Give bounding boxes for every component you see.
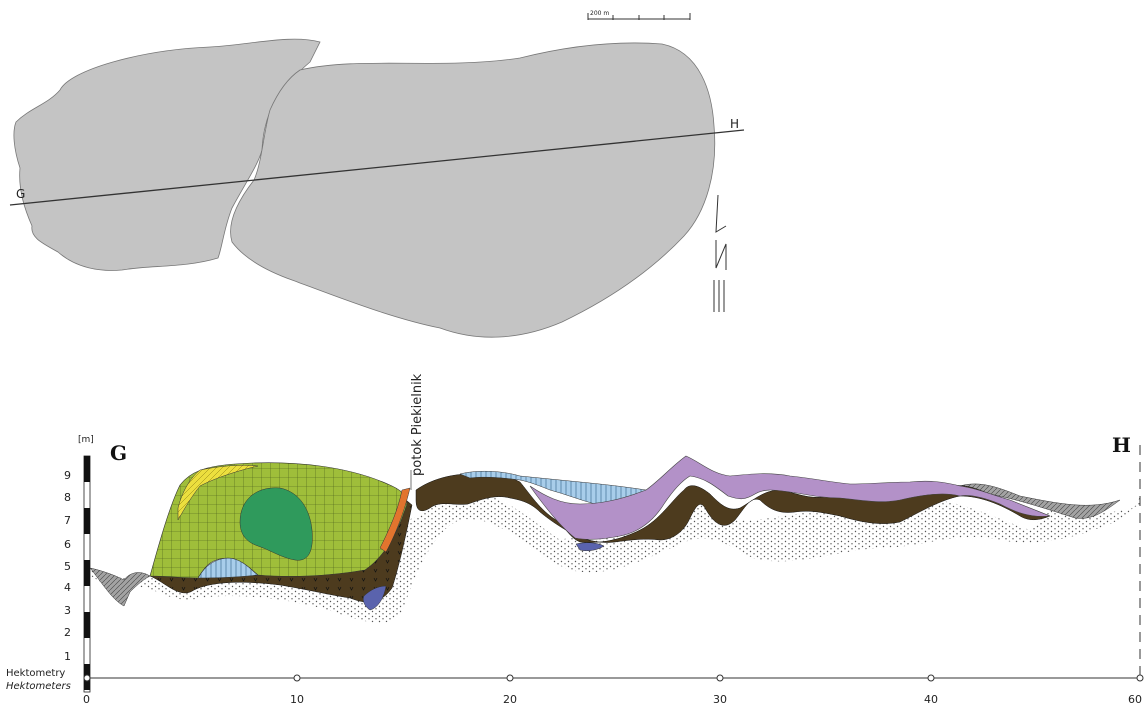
scale-bar-label: 200 m	[590, 10, 609, 17]
distance-tick-0: 0	[83, 693, 90, 706]
distance-tick-40: 40	[924, 693, 938, 706]
depth-tick-7: 7	[64, 514, 71, 527]
layer-gray-right	[959, 483, 1121, 519]
bog-east-part	[230, 42, 716, 338]
depth-tick-2: 2	[64, 626, 71, 639]
distance-caption-pl: Hektometry	[6, 668, 65, 679]
depth-tick-5: 5	[64, 560, 71, 573]
section-line-gh	[9, 129, 745, 206]
cross-section: potok Piekielnik [m] 1 2 3 4 5 6 7 8 9 G…	[6, 373, 1144, 706]
distance-tick-10: 10	[290, 693, 304, 706]
section-point-g: G	[110, 441, 127, 465]
axis-node-0	[83, 674, 91, 682]
layer-orange-strip	[379, 487, 411, 553]
depth-tick-1: 1	[64, 650, 71, 663]
distance-caption-en: Hektometers	[6, 681, 71, 692]
depth-tick-9: 9	[64, 469, 71, 482]
map-point-h: H	[730, 117, 739, 131]
depth-tick-4: 4	[64, 581, 71, 594]
distance-tick-30: 30	[713, 693, 727, 706]
depth-tick-8: 8	[64, 491, 71, 504]
layer-violet	[529, 455, 1051, 540]
distance-tick-20: 20	[503, 693, 517, 706]
axis-node-30	[716, 674, 724, 682]
scale-bar: 200 m	[587, 10, 691, 20]
north-arrow-icon	[713, 194, 727, 312]
section-point-h: H	[1112, 433, 1131, 457]
layer-green-lens	[239, 487, 313, 561]
layer-darkblue-left	[363, 585, 387, 611]
unit-label: [m]	[78, 435, 94, 445]
depth-scale	[83, 455, 91, 693]
layer-darkblue-right	[575, 542, 605, 552]
axis-node-10	[293, 674, 301, 682]
layer-yellow-sand	[177, 464, 259, 521]
axis-node-40	[927, 674, 935, 682]
depth-tick-6: 6	[64, 538, 71, 551]
map-point-g: G	[16, 187, 25, 201]
stream-label: potok Piekielnik	[410, 373, 425, 476]
depth-tick-3: 3	[64, 604, 71, 617]
distance-tick-60: 60	[1128, 693, 1142, 706]
axis-node-60	[1136, 674, 1144, 682]
bog-west-part	[13, 38, 321, 271]
axis-node-20	[506, 674, 514, 682]
bog-map: G H 200 m	[9, 10, 745, 338]
